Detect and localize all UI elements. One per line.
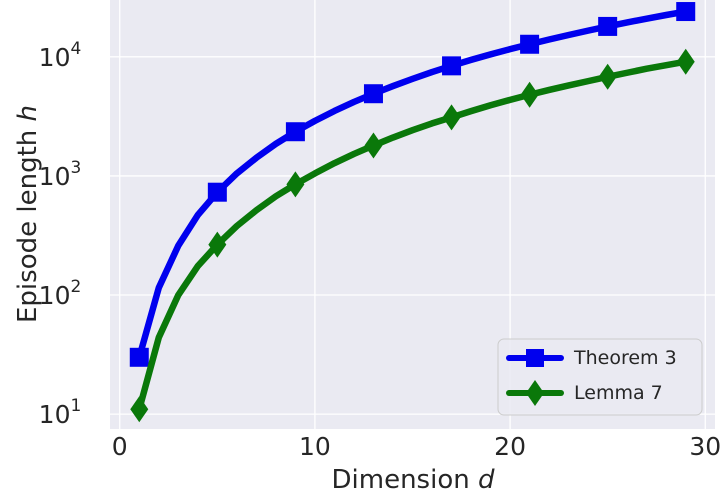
- y-tick-label: 101: [39, 396, 82, 429]
- data-point-square: [129, 347, 149, 367]
- data-point-diamond: [364, 132, 383, 159]
- grid-lines: [110, 0, 715, 429]
- data-point-square: [442, 56, 462, 76]
- series-layer: [129, 2, 696, 423]
- x-tick-label: 20: [494, 432, 526, 461]
- series-theorem-3: [129, 2, 696, 367]
- data-point-square: [363, 84, 383, 104]
- series-line: [136, 58, 689, 413]
- legend-label-lemma-7: Lemma 7: [574, 382, 663, 404]
- data-point-diamond: [520, 81, 539, 108]
- data-point-diamond: [130, 396, 149, 423]
- data-point-diamond: [676, 48, 695, 75]
- legend-label-theorem-3: Theorem 3: [573, 347, 677, 369]
- data-point-square: [207, 182, 227, 202]
- data-point-square: [285, 122, 305, 142]
- legend-marker-diamond: [526, 380, 544, 406]
- x-tick-label: 0: [112, 432, 128, 461]
- data-point-diamond: [208, 231, 227, 258]
- tick-labels: 0 10 20 30 101 102 103 104: [39, 39, 721, 461]
- data-point-diamond: [598, 63, 617, 90]
- series-line: [136, 8, 689, 361]
- x-tick-label: 10: [299, 432, 331, 461]
- data-point-diamond: [442, 104, 461, 131]
- data-point-square: [676, 2, 696, 22]
- x-axis-label: Dimension d: [332, 465, 495, 495]
- y-tick-label: 104: [39, 39, 82, 72]
- y-tick-label: 103: [39, 158, 82, 191]
- legend-marker-square: [526, 349, 544, 367]
- x-tick-label: 30: [689, 432, 721, 461]
- data-point-square: [520, 34, 540, 54]
- y-axis-label: Episode length h: [13, 105, 43, 323]
- legend: Theorem 3 Lemma 7: [497, 338, 703, 416]
- data-point-square: [598, 16, 618, 36]
- y-tick-label: 102: [39, 277, 82, 310]
- data-point-diamond: [286, 171, 305, 198]
- series-lemma-7: [130, 48, 695, 423]
